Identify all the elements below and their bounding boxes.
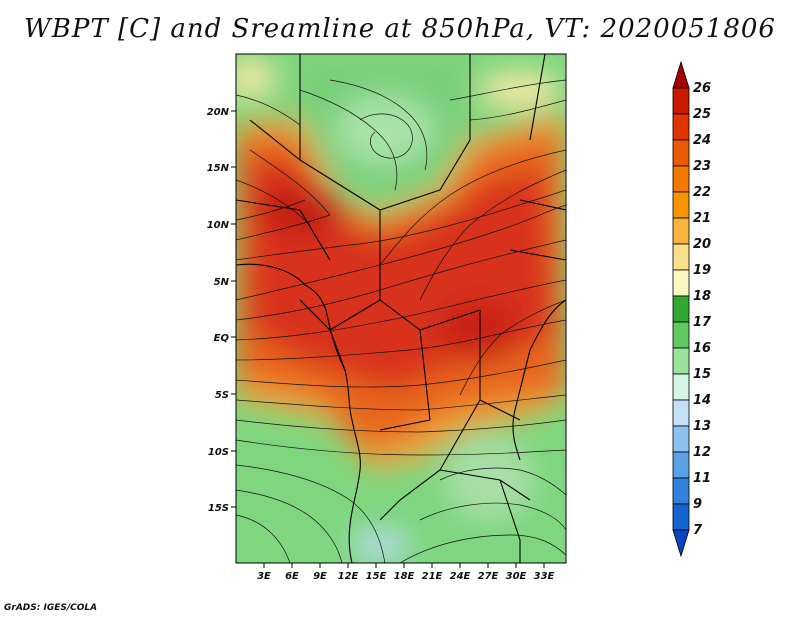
lon-label-27e: 27E: [478, 571, 499, 582]
colorbar-label: 25: [693, 107, 711, 122]
lat-label-5n: 5N: [214, 277, 230, 288]
colorbar-segment: [672, 113, 690, 141]
colorbar-label: 19: [693, 263, 711, 278]
colorbar-bottom-arrow: [672, 529, 690, 558]
lon-label-9e: 9E: [313, 571, 327, 582]
lon-label-30e: 30E: [506, 571, 527, 582]
lon-label-24e: 24E: [450, 571, 471, 582]
lon-label-3e: 3E: [257, 571, 271, 582]
colorbar-segment: [672, 373, 690, 401]
colorbar-segment: [672, 269, 690, 297]
lon-label-33e: 33E: [534, 571, 555, 582]
colorbar-segment: [672, 399, 690, 427]
latitude-axis: 20N 15N 10N 5N EQ 5S 10S 15S: [207, 107, 236, 514]
map-title: WBPT [C] and Sreamline at 850hPa, VT: 20…: [24, 14, 776, 44]
colorbar-label: 12: [693, 445, 711, 460]
colorbar-segment: [672, 295, 690, 323]
lon-label-6e: 6E: [285, 571, 299, 582]
colorbar-segment: [672, 425, 690, 453]
lat-label-15n: 15N: [207, 163, 230, 174]
lon-label-15e: 15E: [366, 571, 387, 582]
colorbar-label: 11: [693, 471, 711, 486]
colorbar-top-arrow: [672, 60, 690, 89]
colorbar-label: 16: [693, 341, 711, 356]
lon-label-21e: 21E: [422, 571, 443, 582]
lon-label-12e: 12E: [338, 571, 359, 582]
colorbar-segment: [672, 477, 690, 505]
colorbar-segment: [672, 87, 690, 115]
colorbar-label: 13: [693, 419, 711, 434]
lon-label-18e: 18E: [394, 571, 415, 582]
lat-label-5s: 5S: [215, 390, 229, 401]
colorbar-label: 18: [693, 289, 711, 304]
colorbar-label: 20: [693, 237, 711, 252]
map-frame: [235, 53, 567, 564]
lat-label-20n: 20N: [207, 107, 230, 118]
colorbar-label: 9: [693, 497, 702, 512]
colorbar-label: 21: [693, 211, 711, 226]
colorbar-label: 14: [693, 393, 711, 408]
colorbar: 26 25 24 23 22 21 20 19 18 17 16 15 14 13 12 11 9 7: [672, 60, 712, 558]
colorbar-segment: [672, 165, 690, 193]
grads-credit: GrADS: IGES/COLA: [4, 603, 98, 613]
colorbar-segment: [672, 217, 690, 245]
colorbar-segment: [672, 321, 690, 349]
lat-label-10s: 10S: [208, 447, 229, 458]
colorbar-segment: [672, 139, 690, 167]
colorbar-label: 17: [693, 315, 712, 330]
lat-label-15s: 15S: [208, 503, 229, 514]
colorbar-segment: [672, 243, 690, 271]
colorbar-segment: [672, 503, 690, 531]
coastlines-borders: [236, 54, 566, 563]
lat-label-10n: 10N: [207, 220, 230, 231]
colorbar-label: 26: [693, 81, 711, 96]
lat-label-eq: EQ: [214, 333, 230, 344]
colorbar-label: 23: [693, 159, 711, 174]
colorbar-label: 24: [693, 133, 711, 148]
colorbar-label: 15: [693, 367, 711, 382]
colorbar-segment: [672, 347, 690, 375]
colorbar-label: 7: [693, 523, 703, 538]
longitude-axis: 3E 6E 9E 12E 15E 18E 21E 24E 27E 30E 33E: [257, 563, 555, 582]
colorbar-label: 22: [693, 185, 711, 200]
wbpt-shading: [236, 54, 566, 563]
colorbar-segment: [672, 191, 690, 219]
colorbar-segment: [672, 451, 690, 479]
